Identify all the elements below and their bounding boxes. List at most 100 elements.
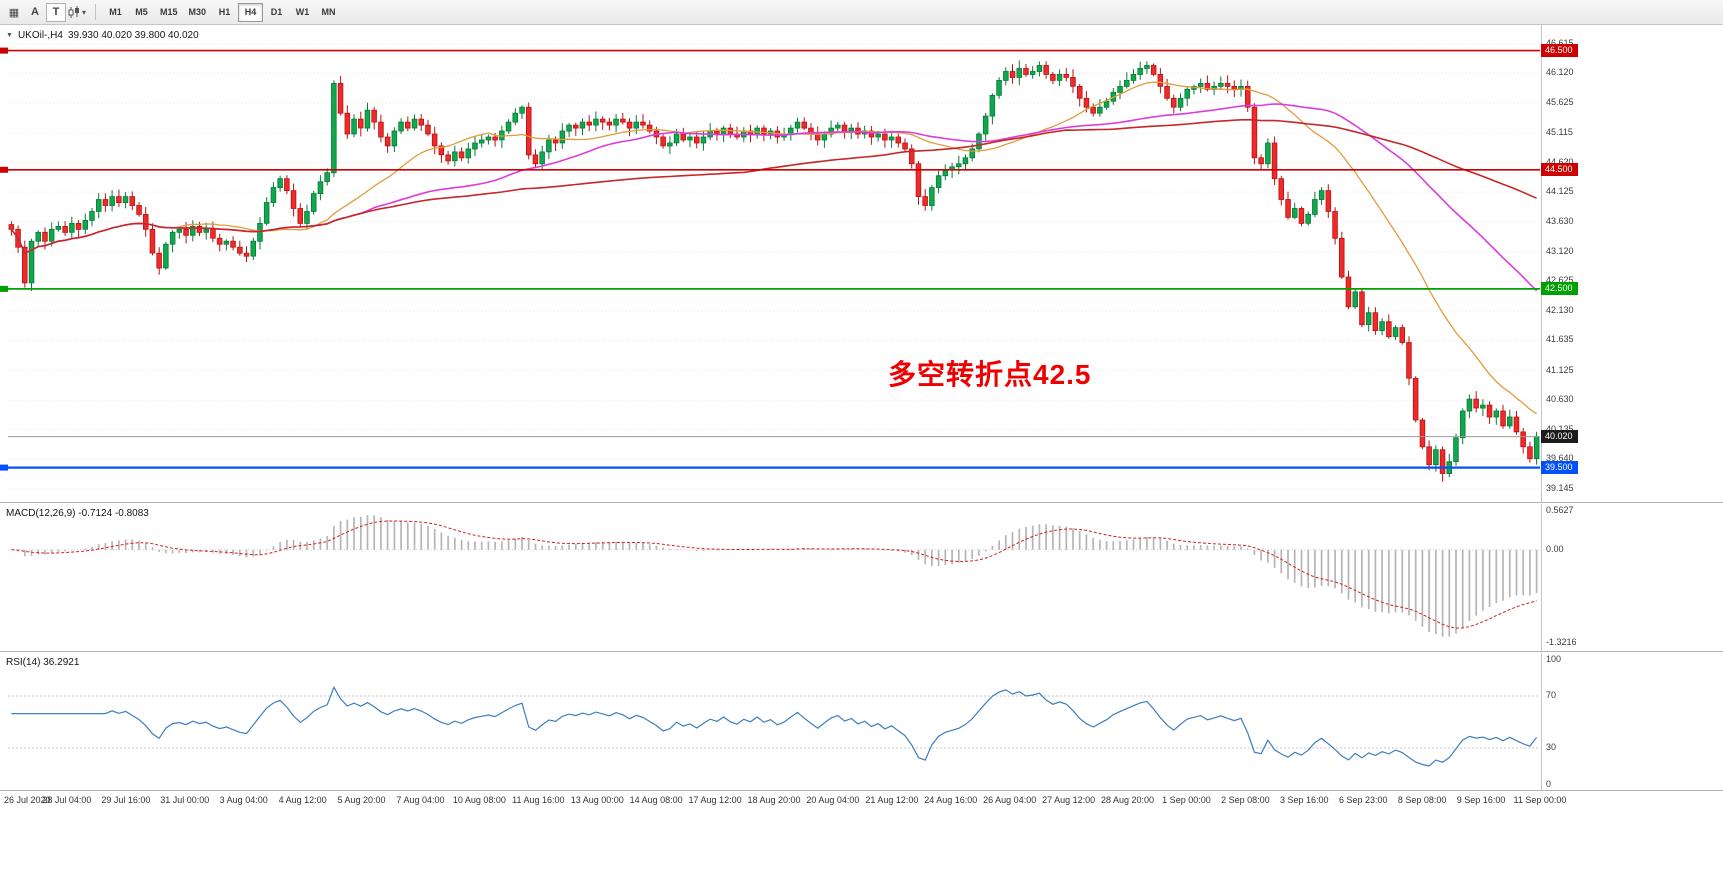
- time-axis-label: 2 Sep 08:00: [1221, 795, 1270, 805]
- candlestick-series: [8, 60, 1540, 482]
- price-badge-39.500: 39.500: [1541, 461, 1578, 475]
- time-axis-label: 3 Aug 04:00: [219, 795, 268, 805]
- timeframe-button-m5[interactable]: M5: [129, 3, 154, 22]
- price-axis-tick: 40.135: [1546, 423, 1574, 434]
- rsi-axis-tick: 70: [1546, 690, 1557, 700]
- time-axis-label: 10 Aug 08:00: [452, 795, 506, 805]
- time-axis-label: 20 Aug 04:00: [806, 795, 860, 805]
- rsi-axis-separator: [1541, 653, 1542, 790]
- hline-anchor[interactable]: [0, 285, 8, 292]
- price-axis-tick: 45.625: [1546, 96, 1574, 107]
- timeframe-group: M1 M5 M15 M30 H1 H4 D1 W1 MN: [103, 2, 342, 22]
- timeframe-button-w1[interactable]: W1: [290, 3, 315, 22]
- macd-signal-line: [11, 520, 1537, 629]
- dropdown-caret-icon: ▾: [82, 7, 87, 17]
- price-badge-44.500: 44.500: [1541, 163, 1578, 177]
- time-axis-label: 8 Sep 08:00: [1397, 795, 1447, 805]
- price-axis-tick: 39.145: [1546, 482, 1574, 493]
- time-axis-label: 26 Jul 2020: [4, 795, 51, 805]
- macd-axis-separator: [1541, 504, 1542, 651]
- time-axis-label: 7 Aug 04:00: [396, 795, 445, 805]
- price-axis-tick: 42.130: [1546, 304, 1574, 315]
- collapse-caret-icon[interactable]: ▼: [6, 32, 13, 39]
- price-axis-separator: [1541, 25, 1542, 502]
- cursor-tool-button[interactable]: A: [31, 6, 39, 18]
- time-axis-label: 14 Aug 08:00: [629, 795, 683, 805]
- time-axis-label: 29 Jul 16:00: [101, 795, 151, 805]
- price-badge-42.500: 42.500: [1541, 282, 1578, 296]
- rsi-line: [11, 685, 1538, 767]
- price-axis-tick: 45.115: [1546, 127, 1573, 138]
- price-axis-tick: 43.120: [1546, 245, 1574, 256]
- price-axis-tick: 46.120: [1546, 67, 1574, 78]
- price-badge-40.020: 40.020: [1541, 430, 1578, 444]
- macd-histogram: [17, 515, 1538, 637]
- time-axis-label: 5 Aug 20:00: [337, 795, 386, 805]
- timeframe-button-mn[interactable]: MN: [316, 3, 341, 22]
- timeframe-button-d1[interactable]: D1: [264, 3, 289, 22]
- timeframe-button-m15[interactable]: M15: [155, 3, 183, 22]
- timeframe-button-m30[interactable]: M30: [184, 3, 212, 22]
- candlestick-chart-icon: [68, 5, 79, 18]
- time-axis-label: 9 Sep 16:00: [1456, 795, 1506, 805]
- toolbar: ▦ A T ▾ M1 M5 M15 M30 H1 H4 D1 W1 MN: [0, 0, 1723, 25]
- time-axis-label: 26 Aug 04:00: [983, 795, 1037, 805]
- time-axis-label: 6 Sep 23:00: [1338, 795, 1388, 805]
- price-axis-tick: 40.630: [1546, 394, 1574, 405]
- time-axis-label: 18 Aug 20:00: [747, 795, 801, 805]
- time-axis-label: 17 Aug 12:00: [688, 795, 742, 805]
- price-grid: [8, 43, 1540, 490]
- price-axis-tick: 44.125: [1546, 186, 1574, 197]
- time-axis-label: 28 Aug 20:00: [1101, 795, 1155, 805]
- hline-anchor[interactable]: [0, 464, 8, 471]
- macd-axis-tick: 0.00: [1546, 543, 1564, 554]
- time-axis-label: 4 Aug 12:00: [278, 795, 327, 805]
- rsi-label: RSI(14) 36.2921: [6, 657, 80, 668]
- rsi-axis-tick: 30: [1546, 742, 1557, 752]
- time-axis-label: 1 Sep 00:00: [1162, 795, 1211, 805]
- chart-type-button[interactable]: ▾: [67, 3, 87, 22]
- ohlc-values: 39.930 40.020 39.800 40.020: [67, 30, 199, 41]
- price-axis-tick: 42.625: [1546, 275, 1574, 286]
- price-axis-tick: 41.125: [1546, 364, 1574, 375]
- timeframe-button-m1[interactable]: M1: [103, 3, 128, 22]
- macd-panel[interactable]: MACD(12,26,9) -0.7124 -0.8083 0.5627 0.00…: [0, 504, 1723, 652]
- price-axis-tick: 39.640: [1546, 453, 1574, 464]
- time-axis-label: 11 Aug 16:00: [512, 795, 565, 805]
- time-axis-label: 11 Sep 00:00: [1513, 795, 1567, 805]
- macd-svg: [8, 515, 1540, 637]
- ma-line-slow-red: [10, 118, 1537, 255]
- time-axis-label: 13 Aug 00:00: [570, 795, 624, 805]
- chart-annotation: 多空转折点42.5: [888, 359, 1092, 390]
- price-chart-panel[interactable]: ▼ UKOil-,H4 39.930 40.020 39.800 40.020 …: [0, 25, 1723, 503]
- rsi-panel[interactable]: RSI(14) 36.2921 100 70 30 0: [0, 653, 1723, 791]
- timeframe-button-h1[interactable]: H1: [212, 3, 237, 22]
- price-badge-46.500: 46.500: [1541, 44, 1578, 58]
- rsi-axis-tick: 0: [1546, 779, 1552, 789]
- hline-anchor[interactable]: [0, 47, 8, 54]
- text-tool-button[interactable]: T: [46, 2, 66, 22]
- macd-axis-tick: 0.5627: [1546, 505, 1574, 515]
- price-axis-tick: 41.635: [1546, 334, 1574, 345]
- rsi-axis-tick: 100: [1546, 654, 1562, 664]
- time-axis-label: 21 Aug 12:00: [865, 795, 919, 805]
- price-axis-tick: 46.615: [1546, 37, 1574, 48]
- price-axis-tick: 43.630: [1546, 215, 1574, 226]
- price-axis-tick: 44.620: [1546, 156, 1574, 167]
- ma-line-mid-magenta: [10, 103, 1538, 292]
- time-axis-label: 27 Aug 12:00: [1042, 795, 1096, 805]
- time-axis-label: 28 Jul 04:00: [42, 795, 92, 805]
- price-chart-svg: [0, 43, 1540, 490]
- timeframe-button-h4[interactable]: H4: [238, 2, 264, 22]
- macd-label: MACD(12,26,9) -0.7124 -0.8083: [6, 508, 149, 519]
- time-axis-label: 3 Sep 16:00: [1280, 795, 1329, 805]
- toolbar-separator: [95, 4, 97, 20]
- symbol-period-label: UKOil-,H4: [17, 30, 63, 41]
- drag-grid-icon[interactable]: ▦: [8, 6, 20, 19]
- time-axis: 26 Jul 2020 28 Jul 04:00 29 Jul 16:00 31 Ju…: [0, 792, 1723, 814]
- time-axis-label: 31 Jul 00:00: [160, 795, 210, 805]
- chart-title: ▼ UKOil-,H4 39.930 40.020 39.800 40.020: [6, 30, 199, 41]
- hline-anchor[interactable]: [0, 166, 8, 173]
- rsi-svg: [8, 685, 1540, 767]
